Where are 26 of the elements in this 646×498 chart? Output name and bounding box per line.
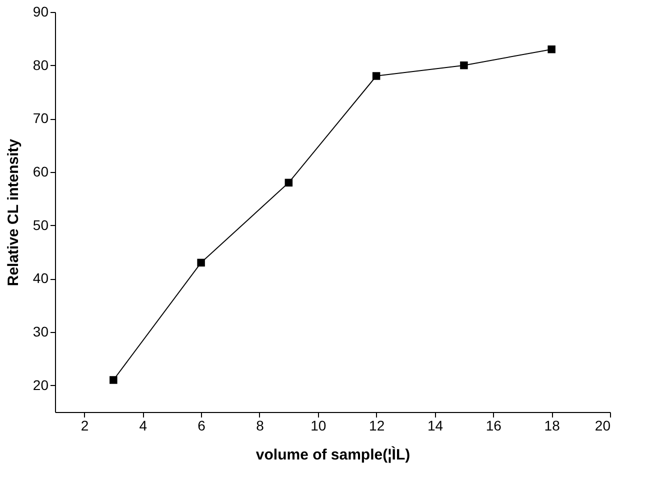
x-tick-label: 4 <box>139 418 148 434</box>
point <box>460 61 468 70</box>
x-tick-label: 6 <box>198 418 206 434</box>
x-tick-label: 2 <box>80 418 89 434</box>
y-tick-label: 30 <box>32 324 49 340</box>
y-tick-label: 60 <box>32 164 49 180</box>
point <box>548 45 556 54</box>
x-axis-title: volume of sample(¦ÌL) <box>256 446 410 464</box>
x-tick-label: 8 <box>256 418 264 434</box>
y-tick-label: 40 <box>32 270 49 286</box>
y-tick-label: 20 <box>32 376 49 393</box>
point <box>197 258 205 267</box>
x-tick-label: 10 <box>310 418 326 434</box>
y-tick-label: 50 <box>32 216 49 233</box>
x-tick-label: 16 <box>486 418 502 434</box>
point <box>110 376 118 384</box>
x-tick-label: 14 <box>427 418 444 434</box>
point <box>372 72 380 80</box>
y-tick-label: 70 <box>32 110 49 126</box>
x-tick-label: 12 <box>369 418 385 434</box>
y-axis-title: Relative CL intensity <box>4 138 22 286</box>
y-tick-label: 80 <box>32 56 49 73</box>
y-tick-label: 90 <box>32 4 49 20</box>
x-tick-label: 20 <box>594 418 611 434</box>
point <box>284 178 293 187</box>
x-tick-label: 18 <box>544 418 560 434</box>
